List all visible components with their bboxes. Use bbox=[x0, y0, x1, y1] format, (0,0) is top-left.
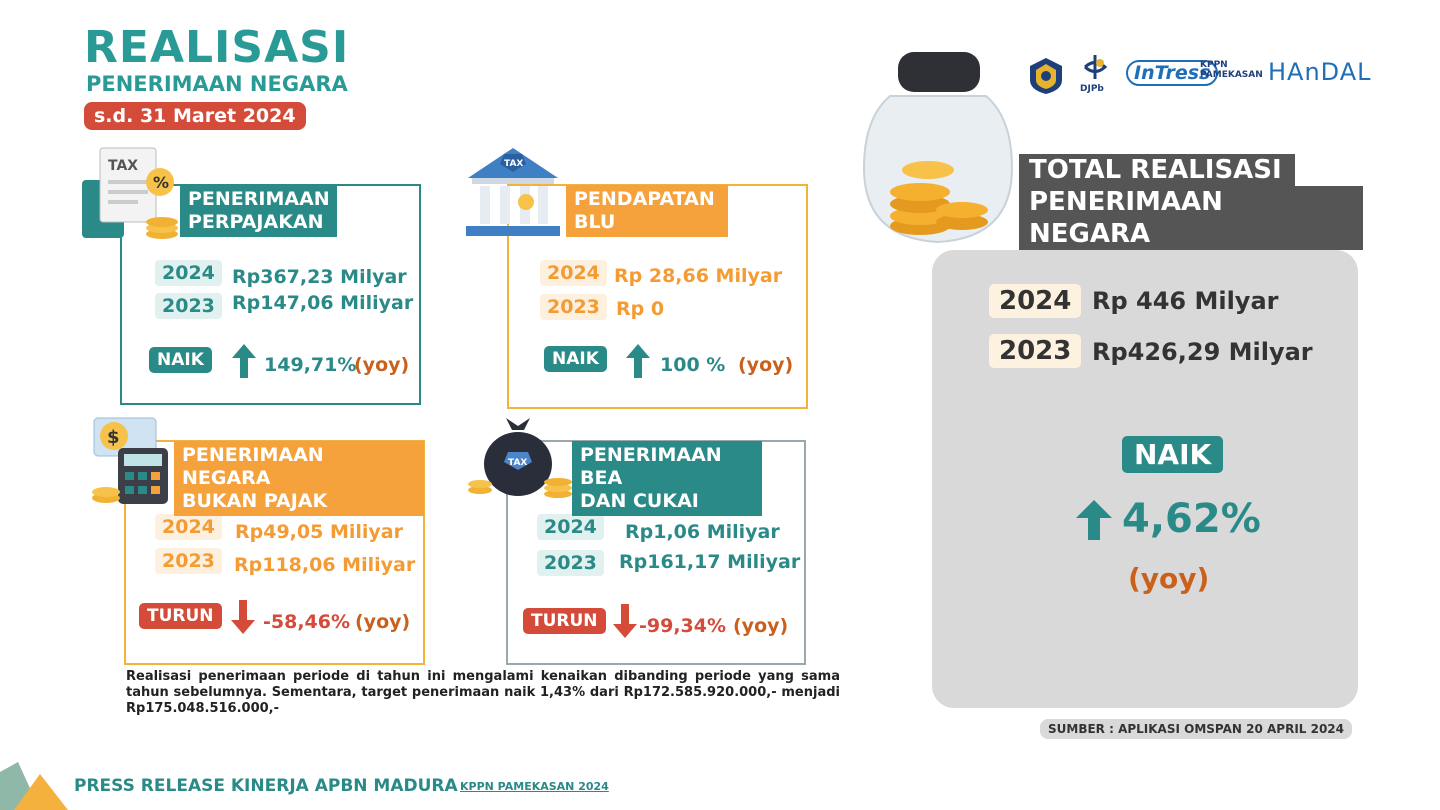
total-title-line2: PENERIMAAN NEGARA bbox=[1029, 187, 1223, 249]
year-2024: 2024 bbox=[537, 514, 604, 540]
value-2023: Rp 0 bbox=[616, 298, 665, 320]
yoy-label: (yoy) bbox=[733, 615, 789, 637]
value-2023: Rp147,06 Miliyar bbox=[232, 292, 414, 314]
status-badge: NAIK bbox=[544, 346, 607, 372]
kppn-logo: KPPN PAMEKASAN bbox=[1200, 60, 1263, 80]
card-title: PENDAPATAN BLU bbox=[566, 185, 728, 237]
djpb-logo: DJPb bbox=[1080, 54, 1114, 98]
year-2024: 2024 bbox=[155, 260, 222, 286]
intress-logo: InTress bbox=[1126, 60, 1219, 86]
year-2024: 2024 bbox=[540, 260, 607, 286]
total-status-badge: NAIK bbox=[1122, 436, 1224, 473]
percent-change: 100 % bbox=[660, 354, 726, 376]
card-title-line2: PERPAJAKAN bbox=[188, 211, 324, 233]
logo-bar: DJPb InTress KPPN PAMEKASAN HAnDAL bbox=[1026, 54, 1398, 98]
yoy-label: (yoy) bbox=[738, 354, 794, 376]
value-2024: Rp1,06 Miliyar bbox=[625, 521, 780, 543]
value-2023: Rp161,17 Miliyar bbox=[619, 551, 801, 573]
year-2024: 2024 bbox=[155, 514, 222, 540]
card-title: PENERIMAAN PERPAJAKAN bbox=[180, 185, 337, 237]
card-title-line2: DAN CUKAI bbox=[580, 490, 699, 512]
svg-text:TAX: TAX bbox=[108, 158, 138, 174]
handal-logo: HAnDAL bbox=[1268, 58, 1372, 86]
pnbp-rows: 2024 Rp49,05 Miliyar 2023 Rp118,06 Miliy… bbox=[139, 514, 425, 654]
beacukai-rows: 2024 Rp1,06 Miliyar 2023 Rp161,17 Miliya… bbox=[523, 514, 807, 654]
corner-decoration-icon bbox=[0, 762, 68, 810]
value-2024: Rp367,23 Milyar bbox=[232, 266, 407, 288]
page-title: REALISASI bbox=[84, 22, 350, 73]
year-2023: 2023 bbox=[155, 293, 222, 319]
summary-note: Realisasi penerimaan periode di tahun in… bbox=[126, 669, 840, 716]
value-2024: Rp49,05 Miliyar bbox=[235, 521, 403, 543]
card-title: PENERIMAAN BEA DAN CUKAI bbox=[572, 441, 762, 516]
year-2023: 2023 bbox=[540, 294, 607, 320]
card-title-line2: BLU bbox=[574, 211, 616, 233]
kemenkeu-logo-icon bbox=[1030, 58, 1062, 94]
yoy-label: (yoy) bbox=[355, 611, 411, 633]
djpb-emblem-icon bbox=[1083, 55, 1108, 79]
yoy-label: (yoy) bbox=[354, 354, 410, 376]
status-badge: NAIK bbox=[149, 347, 212, 373]
card-title-line2: BUKAN PAJAK bbox=[182, 490, 328, 512]
card-title-line1: PENDAPATAN bbox=[574, 188, 715, 210]
percent-change: -58,46% bbox=[263, 611, 351, 633]
total-title: TOTAL REALISASI bbox=[1019, 154, 1295, 186]
arrow-up-icon bbox=[1076, 500, 1112, 540]
card-title-line1: PENERIMAAN BEA bbox=[580, 444, 722, 489]
card-title-line1: PENERIMAAN bbox=[188, 188, 330, 210]
total-year-2024: 2024 bbox=[989, 284, 1082, 318]
footer-subtitle: KPPN PAMEKASAN 2024 bbox=[460, 780, 609, 793]
percent-change: 149,71% bbox=[264, 354, 357, 376]
svg-text:$: $ bbox=[107, 427, 120, 448]
source-label: SUMBER : APLIKASI OMSPAN 20 APRIL 2024 bbox=[1040, 719, 1353, 739]
svg-text:%: % bbox=[153, 173, 169, 192]
value-2023: Rp118,06 Miliyar bbox=[234, 554, 416, 576]
value-2024: Rp 28,66 Milyar bbox=[614, 265, 783, 287]
total-value-2023: Rp426,29 Milyar bbox=[1092, 338, 1313, 366]
arrow-up-icon bbox=[626, 344, 650, 378]
status-badge: TURUN bbox=[139, 603, 222, 629]
percent-change: -99,34% bbox=[639, 615, 727, 637]
tax-document-icon: TAX % bbox=[82, 147, 178, 239]
total-year-2023: 2023 bbox=[989, 334, 1082, 368]
card-title-line1: PENERIMAAN NEGARA bbox=[182, 444, 324, 489]
arrow-down-icon bbox=[231, 600, 255, 634]
total-percent-change: 4,62% bbox=[1122, 496, 1261, 542]
bank-tax-icon: TAX bbox=[466, 148, 560, 236]
coin-jar-icon bbox=[862, 52, 1014, 244]
svg-text:TAX: TAX bbox=[508, 458, 527, 468]
svg-text:TAX: TAX bbox=[504, 159, 523, 169]
card-title: PENERIMAAN NEGARA BUKAN PAJAK bbox=[174, 441, 424, 516]
year-2023: 2023 bbox=[155, 548, 222, 574]
tax-bag-icon: TAX bbox=[468, 418, 572, 498]
total-title-line1: TOTAL REALISASI bbox=[1029, 155, 1282, 185]
kppn-logo-line1: KPPN bbox=[1200, 60, 1228, 70]
total-value-2024: Rp 446 Milyar bbox=[1092, 287, 1279, 315]
money-calculator-icon: $ bbox=[92, 417, 168, 504]
footer-title: PRESS RELEASE KINERJA APBN MADURA bbox=[74, 776, 458, 796]
arrow-down-icon bbox=[613, 604, 637, 638]
djpb-label: DJPb bbox=[1080, 84, 1104, 94]
arrow-up-icon bbox=[232, 344, 256, 378]
perpajakan-rows: 2024 Rp367,23 Milyar 2023 Rp147,06 Miliy… bbox=[149, 260, 422, 400]
total-yoy-label: (yoy) bbox=[1128, 562, 1210, 595]
kppn-logo-line2: PAMEKASAN bbox=[1200, 70, 1263, 80]
year-2023: 2023 bbox=[537, 550, 604, 576]
total-panel bbox=[932, 250, 1358, 708]
total-title: PENERIMAAN NEGARA bbox=[1019, 186, 1363, 250]
page-subtitle: PENERIMAAN NEGARA bbox=[86, 72, 348, 96]
status-badge: TURUN bbox=[523, 608, 606, 634]
blu-rows: 2024 Rp 28,66 Milyar 2023 Rp 0 NAIK 100 … bbox=[540, 260, 810, 400]
date-badge: s.d. 31 Maret 2024 bbox=[84, 102, 306, 130]
